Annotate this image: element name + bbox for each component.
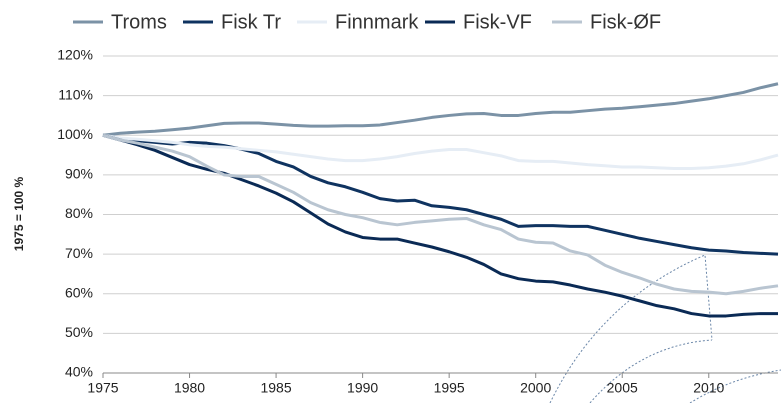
dotted-arc (589, 339, 713, 403)
legend-text: Troms (111, 11, 167, 33)
y-tick-label: 80% (65, 205, 93, 221)
x-tick-label: 1980 (174, 380, 205, 396)
y-axis-label: 1975 = 100 % (12, 176, 26, 251)
y-tick-label: 70% (65, 245, 93, 261)
legend-item: Fisk Tr (183, 11, 281, 33)
y-tick-label: 120% (57, 47, 93, 63)
y-tick-label: 40% (65, 364, 93, 380)
line-series (102, 133, 779, 171)
y-tick-label: 50% (65, 324, 93, 340)
legend-text: Finnmark (335, 11, 419, 33)
legend-text: Fisk-ØF (590, 11, 661, 33)
line-series (102, 82, 779, 137)
y-tick-label: 60% (65, 284, 93, 300)
legend-item: Troms (73, 11, 167, 33)
y-tick-label: 100% (57, 126, 93, 142)
x-tick-label: 1985 (260, 380, 291, 396)
x-tick-label: 1990 (347, 380, 378, 396)
y-tick-label: 90% (65, 166, 93, 182)
legend-item: Fisk-ØF (552, 11, 661, 33)
dotted-arc (549, 254, 713, 403)
x-tick-label: 1995 (434, 380, 465, 396)
y-tick-label: 110% (58, 86, 93, 102)
decoration (549, 254, 781, 403)
x-tick-label: 2005 (607, 380, 638, 396)
dotted-arc (689, 369, 781, 403)
x-tick-label: 2010 (693, 380, 724, 396)
line-series (102, 133, 779, 296)
x-tick-label: 1975 (87, 380, 118, 396)
x-tick-label: 2000 (520, 380, 551, 396)
legend-item: Finnmark (297, 11, 419, 33)
legend-text: Fisk Tr (221, 11, 281, 33)
legend-text: Fisk-VF (463, 11, 532, 33)
legend-item: Fisk-VF (425, 11, 532, 33)
line-series (102, 133, 779, 256)
